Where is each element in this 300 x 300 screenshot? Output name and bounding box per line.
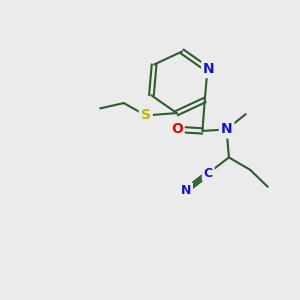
Text: S: S xyxy=(141,108,151,122)
Text: O: O xyxy=(171,122,183,136)
Text: N: N xyxy=(181,184,191,197)
Text: C: C xyxy=(204,167,213,179)
Text: N: N xyxy=(221,122,232,136)
Text: N: N xyxy=(203,62,215,76)
